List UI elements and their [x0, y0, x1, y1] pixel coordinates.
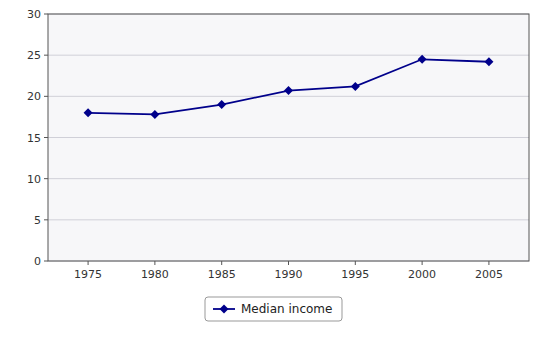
grid-line	[48, 55, 529, 56]
grid-line	[48, 178, 529, 179]
tick-label: 2000	[408, 268, 436, 281]
tick-mark	[44, 219, 48, 220]
tick-mark	[88, 261, 89, 265]
x-axis: 1975 1980 1985 1990 1995 2000 2005	[74, 261, 503, 281]
y-axis: 0 5 10 15 20 25 30	[27, 8, 48, 268]
point	[284, 86, 293, 95]
tick-mark	[44, 261, 48, 262]
tick-label: 25	[27, 49, 41, 62]
point	[150, 110, 159, 119]
plot-frame	[48, 14, 529, 261]
tick-label: 15	[27, 132, 41, 145]
tick-label: 1990	[275, 268, 303, 281]
grid-line	[48, 219, 529, 220]
legend-box	[205, 297, 342, 321]
tick-mark	[355, 261, 356, 265]
plot-area	[48, 14, 529, 261]
tick-label: 0	[34, 255, 41, 268]
tick-label: 1980	[141, 268, 169, 281]
grid-line	[48, 96, 529, 97]
tick-mark	[44, 55, 48, 56]
line	[88, 59, 489, 114]
tick-label: 20	[27, 90, 41, 103]
tick-mark	[422, 261, 423, 265]
tick-mark	[154, 261, 155, 265]
tick-mark	[44, 137, 48, 138]
legend-label: Median income	[241, 302, 332, 316]
point	[484, 57, 493, 66]
legend: Median income	[205, 297, 342, 321]
tick-mark	[488, 261, 489, 265]
point	[351, 82, 360, 91]
tick-mark	[44, 96, 48, 97]
tick-label: 30	[27, 8, 41, 21]
tick-label: 1995	[341, 268, 369, 281]
point	[84, 108, 93, 117]
tick-mark	[44, 178, 48, 179]
chart: 0 5 10 15 20 25 30 1975 1980 1985 1990 1995 2000 2005…	[0, 0, 547, 341]
point	[217, 100, 226, 109]
tick-label: 5	[34, 214, 41, 227]
tick-mark	[288, 261, 289, 265]
tick-label: 10	[27, 173, 41, 186]
data-layer	[84, 55, 494, 119]
tick-mark	[221, 261, 222, 265]
grid	[48, 14, 529, 261]
grid-line	[48, 137, 529, 138]
tick-label: 1985	[208, 268, 236, 281]
tick-mark	[44, 14, 48, 15]
point	[418, 55, 427, 64]
tick-label: 2005	[475, 268, 503, 281]
legend-marker	[220, 305, 229, 314]
tick-label: 1975	[74, 268, 102, 281]
